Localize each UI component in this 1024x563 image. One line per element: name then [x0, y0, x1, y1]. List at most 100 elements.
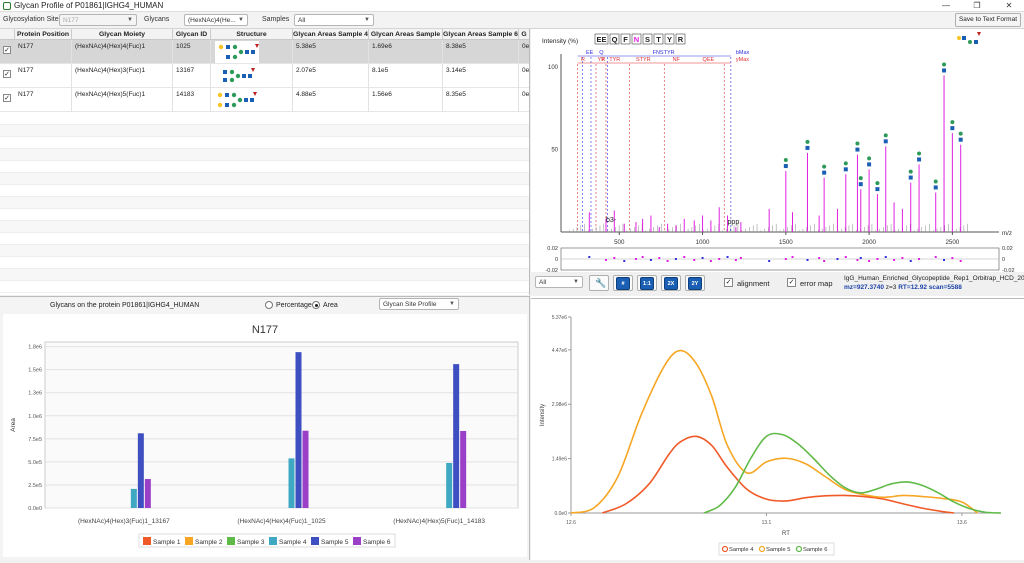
peptide-residue: N — [631, 33, 642, 45]
profile-combo[interactable]: Glycan Site Profile ▼ — [379, 298, 459, 310]
wrench-button[interactable]: 🔧 — [589, 275, 609, 291]
glycan-fragment-icon — [858, 182, 863, 187]
table-row[interactable]: ✓ N177 (HexNAc)4(Hex)4(Fuc)1 1025 5.38e5… — [0, 40, 529, 64]
bar-sample-4 — [130, 488, 137, 508]
col-s5[interactable]: Glycan Areas Sample 5 — [369, 29, 443, 49]
filter-combo[interactable]: All ▼ — [535, 276, 583, 288]
y-tick-label: 0.0e0 — [28, 506, 42, 512]
row-checkbox[interactable]: ✓ — [3, 94, 11, 102]
spectrum-controls: All ▼ 🔧 # 1:1 2X 2Y ✓ alignment ✓ error m… — [531, 272, 1024, 296]
residue-box — [620, 33, 631, 45]
residue-letter: R — [678, 35, 684, 44]
filter-combo-value: All — [539, 279, 547, 286]
legend-label: Sample 4 — [729, 547, 754, 553]
residual-point — [674, 258, 677, 260]
samples-combo[interactable]: All ▼ — [294, 14, 374, 26]
zoom-y-button[interactable]: 2Y — [685, 275, 705, 291]
percentage-radio[interactable] — [265, 301, 273, 309]
save-text-button[interactable]: Save to Text Format — [955, 13, 1021, 27]
x-tick-label: 13.1 — [762, 520, 772, 526]
residual-point — [658, 257, 661, 259]
bar-sample-6 — [460, 430, 467, 508]
b-ion-label: EE — [586, 50, 594, 56]
mz-value: mz=927.3740 — [844, 284, 884, 291]
restore-button[interactable]: ❐ — [973, 1, 981, 10]
residue-box — [653, 33, 664, 45]
glycan-fragment-icon — [783, 158, 788, 163]
col-position[interactable]: Protein Position — [15, 29, 72, 40]
col-s6[interactable]: Glycan Areas Sample 6 — [443, 29, 519, 40]
x-axis-label: RT — [782, 531, 790, 537]
residual-point — [943, 259, 946, 261]
empty-row — [0, 281, 529, 293]
residue-box — [664, 33, 675, 45]
glycan-fragment-icon — [875, 181, 880, 186]
residual-tick-label: 0.02 — [547, 246, 558, 252]
residual-point — [683, 256, 686, 258]
legend-label: Sample 4 — [279, 539, 307, 546]
col-moiety[interactable]: Glycan Moiety — [72, 29, 173, 40]
alignment-checkbox[interactable]: ✓ — [724, 278, 733, 287]
y-ion-label: NF — [673, 57, 681, 63]
legend-swatch — [269, 537, 277, 545]
minimize-button[interactable]: — — [942, 1, 950, 10]
y-tick-label: 2.98e6 — [552, 402, 568, 408]
row-checkbox[interactable]: ✓ — [3, 70, 11, 78]
cell-position: N177 — [15, 40, 72, 64]
residue-letter: Q — [612, 35, 618, 44]
col-id[interactable]: Glycan ID — [173, 29, 211, 40]
cell-position: N177 — [15, 88, 72, 112]
x-tick-label: 1000 — [696, 239, 710, 246]
y-ion-label: yMax — [736, 57, 749, 63]
col-structure[interactable]: Structure — [211, 29, 293, 40]
y-ion-label: Y — [601, 57, 605, 63]
peptide-residue: R — [675, 33, 686, 45]
cell-g: 0e — [519, 40, 529, 64]
galactose-icon — [957, 36, 961, 40]
table-row[interactable]: ✓ N177 (HexNAc)4(Hex)3(Fuc)1 13167 2.07e… — [0, 64, 529, 88]
residual-point — [693, 259, 696, 261]
glycan-fragment-icon — [875, 187, 880, 192]
col-g[interactable]: G — [519, 29, 529, 40]
residual-point — [739, 257, 742, 259]
y-ion-label: QEE — [703, 57, 715, 63]
sites-combo[interactable]: N177 ▼ — [59, 14, 137, 26]
glycans-combo-value: (HexNAc)4(He... — [188, 17, 236, 24]
glycan-fragment-icon — [942, 62, 947, 67]
residual-point — [876, 258, 879, 260]
row-checkbox[interactable]: ✓ — [3, 46, 11, 54]
empty-row — [0, 197, 529, 209]
zoom-x-button[interactable]: 2X — [661, 275, 681, 291]
peptide-residue: EE — [594, 33, 609, 45]
y-tick-label: 7.5e5 — [28, 437, 42, 443]
error-map-checkbox[interactable]: ✓ — [787, 278, 796, 287]
area-radio[interactable] — [312, 301, 320, 309]
bar-sample-6 — [302, 430, 309, 508]
glycan-fragment-icon — [950, 126, 955, 131]
residual-point — [623, 260, 626, 262]
close-button[interactable]: ✕ — [1005, 1, 1013, 10]
glycan-fragment-icon — [805, 145, 810, 150]
cell-structure — [211, 64, 293, 88]
table-row[interactable]: ✓ N177 (HexNAc)4(Hex)5(Fuc)1 14183 4.88e… — [0, 88, 529, 112]
residual-point — [641, 256, 644, 258]
bar-sample-4 — [446, 462, 453, 508]
zoom-x-icon: 2X — [664, 277, 678, 290]
legend-swatch — [311, 537, 319, 545]
glycan-structure-icon — [217, 92, 257, 108]
legend-box — [718, 542, 835, 556]
hash-button[interactable]: # — [613, 275, 633, 291]
y-axis-label: Intensity (%) — [542, 38, 578, 45]
cell-structure — [211, 40, 293, 64]
scan-value: scan=5588 — [928, 284, 962, 291]
col-s4[interactable]: Glycan Areas Sample 4 — [293, 29, 369, 40]
residue-letter: F — [623, 35, 628, 44]
y-ion-label: TYR — [609, 57, 620, 63]
ratio-button[interactable]: 1:1 — [637, 275, 657, 291]
sites-label: Glycosylation Sites — [3, 16, 63, 23]
cell-g: 0e — [519, 64, 529, 88]
residual-point — [884, 256, 887, 258]
cell-id: 1025 — [173, 40, 211, 64]
cell-moiety: (HexNAc)4(Hex)4(Fuc)1 — [72, 40, 173, 64]
glycans-combo[interactable]: (HexNAc)4(He... ▼ — [184, 14, 248, 26]
